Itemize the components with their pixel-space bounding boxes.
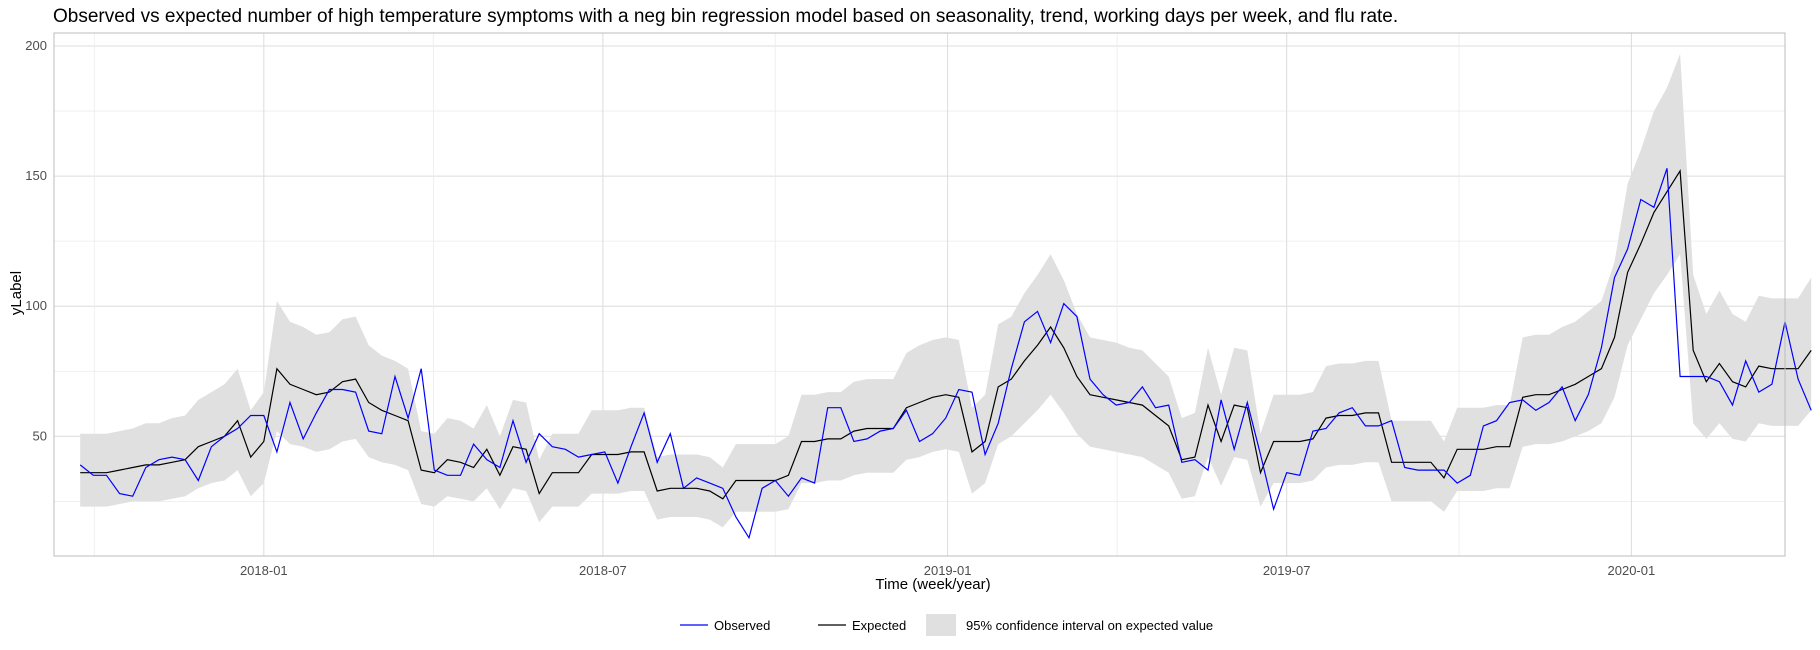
legend: Observed Expected 95% confidence interva… [680, 614, 1213, 636]
x-tick-label: 2019-07 [1263, 563, 1311, 578]
legend-ci-swatch [926, 614, 956, 636]
x-axis-ticks: 2018-01 2018-07 2019-01 2019-07 2020-01 [240, 563, 1655, 578]
grid [54, 33, 1785, 556]
confidence-band [80, 53, 1812, 528]
plot-border [53, 32, 1786, 557]
observed-line [79, 168, 1812, 540]
expected-line [80, 169, 1812, 500]
y-tick-label: 50 [33, 428, 47, 443]
y-tick-label: 200 [25, 38, 47, 53]
y-tick-label: 100 [25, 298, 47, 313]
plot-panel [53, 32, 1812, 557]
x-tick-label: 2019-01 [924, 563, 972, 578]
x-tick-label: 2018-07 [579, 563, 627, 578]
x-axis-title: Time (week/year) [875, 576, 990, 593]
x-tick-label: 2020-01 [1608, 563, 1656, 578]
legend-observed-label: Observed [714, 618, 770, 633]
legend-ci-label: 95% confidence interval on expected valu… [966, 618, 1213, 633]
y-axis-title: yLabel [8, 271, 25, 315]
y-tick-label: 150 [25, 168, 47, 183]
y-axis-ticks: 50 100 150 200 [25, 38, 47, 443]
chart-title: Observed vs expected number of high temp… [53, 6, 1398, 27]
legend-expected-label: Expected [852, 618, 906, 633]
x-tick-label: 2018-01 [240, 563, 288, 578]
